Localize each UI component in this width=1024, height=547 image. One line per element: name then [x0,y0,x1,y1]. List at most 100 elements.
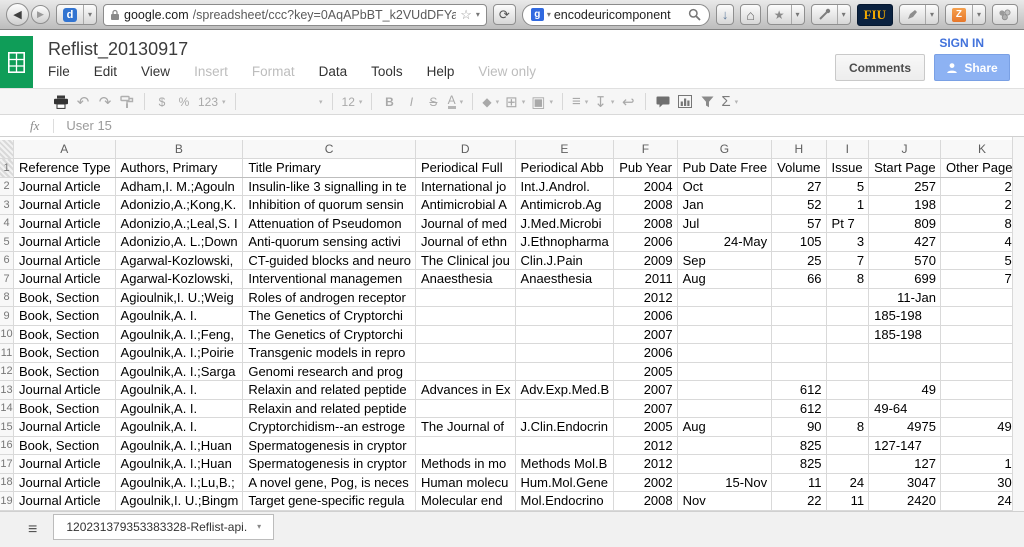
cell[interactable]: Genomi research and prog [242,362,416,381]
document-title[interactable]: Reflist_20130917 [48,39,189,59]
cell[interactable] [415,288,516,307]
cell[interactable] [771,306,827,326]
cell[interactable]: Agioulnik,I. U.;Weig [115,288,244,307]
cell[interactable]: Adonizio,A. L.;Down [115,232,244,252]
cell[interactable]: 24 [826,473,870,492]
cell[interactable]: 2008 [613,195,678,215]
cell[interactable]: 2006 [613,232,678,252]
strikethrough-button[interactable]: S [429,94,438,109]
cell[interactable] [515,306,615,326]
cell[interactable]: 4975 [868,417,941,437]
cell[interactable]: Agoulnik,A. I.;Sarga [115,362,244,381]
column-header-I[interactable]: I [826,140,870,159]
cell[interactable]: Adonizio,A.;Kong,K. [115,195,244,215]
column-header-E[interactable]: E [515,140,615,159]
bookmarks-button[interactable]: ★ ▾ [766,4,805,25]
cell[interactable]: Target gene-specific regula [242,491,416,511]
cell[interactable]: Journal of ethn [415,232,516,252]
row-header-17[interactable]: 17 [0,454,14,474]
cell[interactable] [415,325,516,344]
cell[interactable]: 127 [868,454,941,474]
cell[interactable]: Journal Article [13,454,116,474]
borders-button[interactable]: ⊞ ▾ [502,92,528,112]
header-cell[interactable]: Volume [771,158,827,178]
row-header-16[interactable]: 16 [0,436,14,455]
cell[interactable]: Interventional managemen [242,269,416,289]
vertical-align-button[interactable]: ↧ ▾ [591,92,617,112]
row-header-9[interactable]: 9 [0,306,14,326]
header-cell[interactable]: Authors, Primary [115,158,244,178]
cell[interactable] [515,343,615,363]
bookmark-star-icon[interactable]: ☆ [460,6,472,22]
cell[interactable]: Relaxin and related peptide [242,380,416,400]
cell[interactable]: 25 [771,251,827,270]
cell[interactable]: Sep [677,251,773,270]
font-size-dropdown[interactable]: 12 ▾ [339,92,366,112]
menu-view[interactable]: View [141,64,171,79]
cell[interactable] [826,288,870,307]
column-header-B[interactable]: B [115,140,244,159]
header-cell[interactable]: Periodical Abb [515,158,615,178]
bookmarks-dropdown[interactable]: ▾ [790,5,804,24]
cell[interactable] [415,362,516,381]
row-header-18[interactable]: 18 [0,473,14,492]
cell[interactable]: 825 [771,454,827,474]
cell[interactable]: 2006 [613,306,678,326]
eyedropper-button[interactable]: ▾ [810,4,851,25]
download-button[interactable]: ↓ [715,4,735,25]
cell[interactable]: Relaxin and related peptide [242,399,416,418]
insert-comment-button[interactable] [652,92,674,112]
cell[interactable]: Journal Article [13,214,116,233]
menu-file[interactable]: File [48,64,70,79]
row-header-5[interactable]: 5 [0,232,14,252]
row-header-10[interactable]: 10 [0,325,14,344]
cell[interactable]: 5 [826,177,870,196]
cell[interactable]: Aug [677,417,773,437]
cell[interactable]: The Journal of [415,417,516,437]
cell[interactable] [677,325,773,344]
cell[interactable]: Jul [677,214,773,233]
cell[interactable] [771,325,827,344]
cell[interactable]: Agoulnik,A. I.;Poirie [115,343,244,363]
sign-in-link[interactable]: SIGN IN [939,36,984,50]
row-header-7[interactable]: 7 [0,269,14,289]
cell[interactable]: Inhibition of quorum sensin [242,195,416,215]
text-color-button[interactable]: A ▾ [444,92,466,112]
cell[interactable] [826,306,870,326]
pen-dropdown[interactable]: ▾ [924,5,938,24]
cell[interactable]: 2011 [613,269,678,289]
cell[interactable] [415,436,516,455]
menu-data[interactable]: Data [318,64,348,79]
cell[interactable]: Agoulnik,I. U.;Hodg [115,510,244,511]
cell[interactable]: Journal Article [13,177,116,196]
column-header-G[interactable]: G [677,140,773,159]
cell[interactable]: 185-198 [868,306,941,326]
column-header-J[interactable]: J [868,140,941,159]
menu-help[interactable]: Help [426,64,455,79]
cell[interactable]: 257 [868,177,941,196]
cell[interactable]: Journal Article [13,195,116,215]
row-header-1[interactable]: 1 [0,158,14,178]
functions-button[interactable]: Σ ▾ [718,92,741,112]
cell[interactable] [771,362,827,381]
cell[interactable]: Agoulnik,A. I.;Huan [115,436,244,455]
cell[interactable]: 2006 [613,343,678,363]
menu-edit[interactable]: Edit [93,64,118,79]
header-cell[interactable]: Periodical Full [415,158,516,178]
text-wrap-button[interactable]: ↩ [617,92,639,112]
cell[interactable]: Attenuation of Pseudomon [242,214,416,233]
cell[interactable]: 57 [771,214,827,233]
row-header-8[interactable]: 8 [0,288,14,307]
cell[interactable]: Oct [677,177,773,196]
select-all-corner[interactable] [0,140,14,159]
insert-chart-button[interactable] [674,92,696,112]
cell[interactable] [515,325,615,344]
cell[interactable]: CT-guided blocks and neuro [242,251,416,270]
cell[interactable] [826,362,870,381]
font-family-dropdown[interactable]: ▾ [242,92,326,112]
header-cell[interactable]: Reference Type [13,158,116,178]
column-header-A[interactable]: A [13,140,116,159]
header-cell[interactable]: Pub Date Free [677,158,773,178]
cell[interactable]: J.Clin.Endocrin [515,417,615,437]
cell[interactable]: 14 [940,454,1024,474]
